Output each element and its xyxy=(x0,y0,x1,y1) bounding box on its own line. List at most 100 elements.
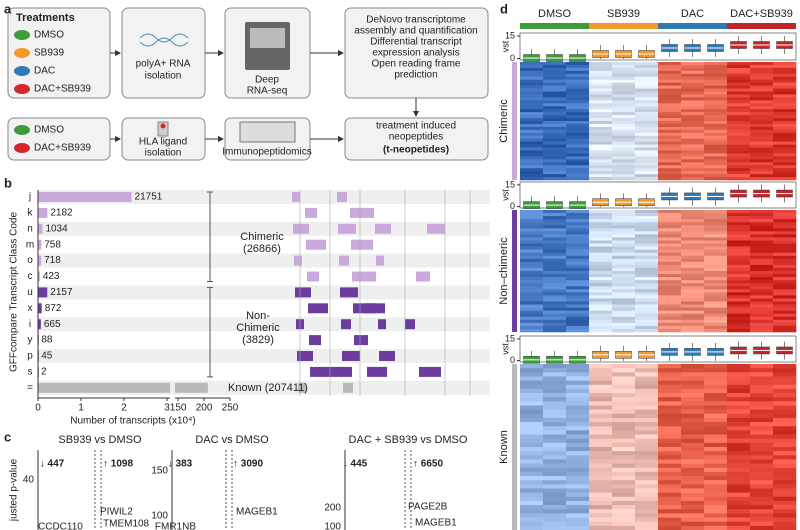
heatmap-cell xyxy=(658,144,682,148)
heatmap-cell xyxy=(750,397,774,402)
heatmap-cell xyxy=(612,430,636,435)
group-annotation: Non- xyxy=(246,310,270,322)
heatmap-cell xyxy=(612,234,636,238)
heatmap-cell xyxy=(612,310,636,314)
heatmap-cell xyxy=(681,467,705,473)
heatmap-cell xyxy=(750,240,774,244)
heatmap-cell xyxy=(773,159,797,163)
heatmap-cell xyxy=(543,91,567,95)
heatmap-cell xyxy=(566,174,590,178)
heatmap-cell xyxy=(566,434,590,439)
heatmap-cell xyxy=(520,384,544,390)
heatmap-cell xyxy=(727,438,751,444)
heatmap-cell xyxy=(543,246,567,250)
heatmap-cell xyxy=(635,480,659,485)
value-label: 1034 xyxy=(45,223,68,234)
heatmap-cell xyxy=(704,521,728,527)
heatmap-cell xyxy=(727,246,751,250)
heatmap-cell xyxy=(520,304,544,308)
heatmap-cell xyxy=(727,409,751,415)
heatmap-cell xyxy=(589,118,613,122)
heatmap-cell xyxy=(773,264,797,269)
heatmap-cell xyxy=(520,413,544,419)
heatmap-cell xyxy=(635,434,659,439)
heatmap-cell xyxy=(543,283,567,287)
heatmap-cell xyxy=(566,405,590,410)
value-label: 2157 xyxy=(50,287,73,298)
treatment-label: DAC+SB939 xyxy=(34,143,91,154)
heatmap-cell xyxy=(681,165,705,169)
heatmap-cell xyxy=(750,509,774,514)
heatmap-cell xyxy=(543,316,567,321)
y-tick-label: u xyxy=(27,287,33,298)
step-text: Deep xyxy=(255,75,279,86)
heatmap-cell xyxy=(520,280,544,284)
heatmap-cell xyxy=(612,488,636,493)
heatmap-cell xyxy=(520,240,544,244)
heatmap-cell xyxy=(635,159,659,163)
heatmap-cell xyxy=(704,513,728,518)
exon xyxy=(352,271,366,282)
heatmap-cell xyxy=(681,298,705,302)
heatmap-cell xyxy=(681,442,705,448)
heatmap-cell xyxy=(681,73,705,78)
heatmap-cell xyxy=(520,509,544,514)
heatmap-cell xyxy=(727,397,751,402)
heatmap-cell xyxy=(704,225,728,229)
heatmap-cell xyxy=(727,417,751,423)
heatmap-cell xyxy=(635,147,659,151)
heatmap-cell xyxy=(681,94,705,98)
heatmap-cell xyxy=(681,313,705,318)
heatmap-cell xyxy=(612,471,636,477)
heatmap-cell xyxy=(681,319,705,324)
heatmap-cell xyxy=(589,289,613,293)
heatmap-cell xyxy=(543,447,567,452)
tube-icon xyxy=(14,143,30,153)
heatmap-cell xyxy=(612,153,636,157)
heatmap-cell xyxy=(750,434,774,439)
heatmap-cell xyxy=(566,64,590,69)
heatmap-cell xyxy=(704,91,728,95)
heatmap-cell xyxy=(681,100,705,104)
heatmap-cell xyxy=(727,319,751,324)
heatmap-cell xyxy=(543,76,567,80)
heatmap-cell xyxy=(773,426,797,431)
count-label: ↓ 447 xyxy=(40,459,65,470)
heatmap-cell xyxy=(704,484,728,489)
treatment-label: DMSO xyxy=(34,125,64,136)
heatmap-cell xyxy=(750,310,774,314)
heatmap-cell xyxy=(635,249,659,253)
heatmap-cell xyxy=(727,476,751,481)
heatmap-cell xyxy=(543,112,567,116)
heatmap-cell xyxy=(750,492,774,498)
heatmap-cell xyxy=(612,222,636,226)
heatmap-cell xyxy=(566,216,590,220)
heatmap-cell xyxy=(566,76,590,80)
heatmap-cell xyxy=(727,144,751,148)
heatmap-cell xyxy=(612,228,636,232)
step-text: Differential transcript xyxy=(370,37,462,48)
heatmap-cell xyxy=(566,397,590,402)
heatmap-cell xyxy=(750,132,774,137)
heatmap-cell xyxy=(704,88,728,92)
heatmap-cell xyxy=(612,316,636,321)
heatmap-cell xyxy=(635,413,659,419)
heatmap-cell xyxy=(750,451,774,456)
heatmap-cell xyxy=(543,372,567,377)
heatmap-cell xyxy=(750,455,774,460)
heatmap-cell xyxy=(543,426,567,431)
heatmap-cell xyxy=(589,388,613,394)
heatmap-cell xyxy=(750,500,774,506)
heatmap-cell xyxy=(543,88,567,92)
heatmap-cell xyxy=(704,451,728,456)
heatmap-cell xyxy=(773,103,797,107)
heatmap-cell xyxy=(566,283,590,287)
heatmap-cell xyxy=(566,463,590,469)
heatmap-cell xyxy=(612,70,636,75)
heatmap-cell xyxy=(773,91,797,95)
heatmap-cell xyxy=(543,476,567,481)
heatmap-cell xyxy=(750,401,774,406)
heatmap-cell xyxy=(589,298,613,302)
heatmap-cell xyxy=(704,112,728,116)
row-band xyxy=(38,285,490,300)
